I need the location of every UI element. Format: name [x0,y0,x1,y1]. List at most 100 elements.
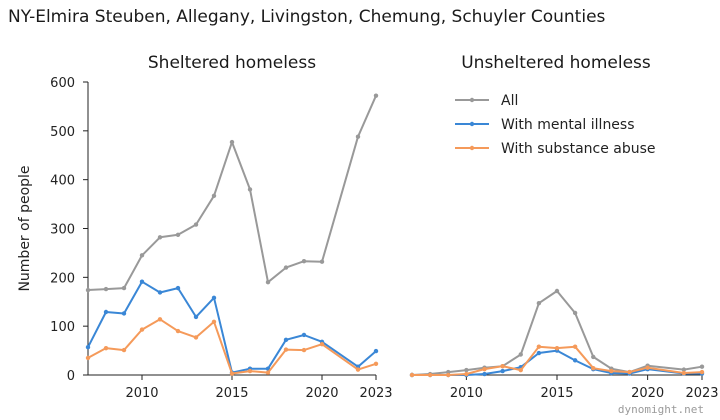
data-point [121,311,127,316]
data-point [699,364,705,369]
panel-title: Sheltered homeless [148,53,316,73]
data-point [157,290,163,295]
data-point [373,93,379,98]
chart-title: NY-Elmira Steuben, Allegany, Livingston,… [8,7,606,27]
x-tick-label: 2020 [305,386,338,401]
data-point [247,187,253,192]
series-line [412,345,703,376]
data-point [85,287,91,293]
data-point [103,345,109,351]
data-point [409,372,415,378]
legend-item: With substance abuse [455,141,656,157]
data-point [247,368,253,374]
series-1 [85,93,379,293]
data-point [265,280,271,285]
data-point [85,344,91,350]
legend-swatch-marker [469,145,475,151]
legend-label: With mental illness [501,117,635,133]
data-point [211,319,217,324]
data-point [283,265,289,270]
panel-title: Unsheltered homeless [461,53,651,73]
x-tick-label: 2015 [215,386,248,401]
legend-item: All [455,93,518,109]
series-2 [85,279,379,375]
y-tick-label: 200 [50,271,75,286]
data-point [554,345,560,351]
data-point [482,371,487,377]
series-line [411,290,703,376]
y-tick-label: 600 [50,76,75,91]
series-3 [409,344,705,378]
series-line [87,280,377,374]
data-point [139,279,145,284]
data-point [355,134,361,139]
x-tick-label: 2023 [685,386,718,401]
data-point [536,350,542,356]
y-tick-label: 100 [50,320,75,335]
y-tick-label: 300 [50,223,75,238]
data-point [536,344,542,349]
data-point [500,368,505,374]
data-point [301,347,307,353]
data-point [139,253,145,258]
data-point [536,301,542,306]
data-point [319,259,325,264]
data-point [121,285,127,291]
data-point [157,317,163,322]
data-point [609,368,614,374]
legend-swatch-marker [469,97,475,103]
data-point [211,295,217,301]
data-point [427,372,433,378]
data-point [283,347,289,352]
data-point [699,369,705,375]
data-point [554,288,560,294]
data-point [572,344,578,349]
data-point [319,342,325,347]
data-point [500,364,505,369]
data-point [175,232,181,238]
data-point [482,366,487,372]
x-tick-label: 2010 [125,386,158,401]
legend-label: All [501,93,518,109]
data-point [591,365,596,371]
data-point [645,365,650,370]
x-tick-label: 2015 [540,386,573,401]
data-point [373,361,379,366]
series-1 [409,288,705,378]
data-point [229,371,235,376]
x-tick-label: 2023 [359,386,392,401]
legend-item: With mental illness [455,117,635,133]
data-point [518,367,523,373]
series-3 [85,317,379,376]
data-point [518,352,523,357]
data-point [355,367,361,372]
data-point [193,222,199,227]
panel-1: Sheltered homeless 2010 2015 2020 2023 0 100 20… [17,53,393,401]
y-tick-label: 0 [67,369,75,384]
data-point [681,367,687,372]
watermark: dynomight.net [618,403,704,416]
data-point [627,369,632,375]
data-point [85,355,91,361]
legend-label: With substance abuse [501,141,656,157]
data-point [265,370,271,375]
data-point [572,358,578,363]
y-tick-label: 500 [50,125,75,140]
series-2 [409,348,705,378]
data-point [175,328,181,334]
data-point [121,347,127,353]
x-tick-label: 2010 [450,386,483,401]
data-point [103,309,109,315]
panel-2: Unsheltered homeless 2010 2015 2020 2023 [409,53,719,401]
legend-swatch-marker [469,121,475,127]
data-point [301,332,307,338]
data-point [572,310,578,316]
data-point [211,193,217,198]
data-point [464,371,469,377]
data-point [157,235,163,240]
data-point [193,314,199,320]
data-point [229,139,235,145]
data-point [193,335,199,340]
data-point [283,337,289,343]
